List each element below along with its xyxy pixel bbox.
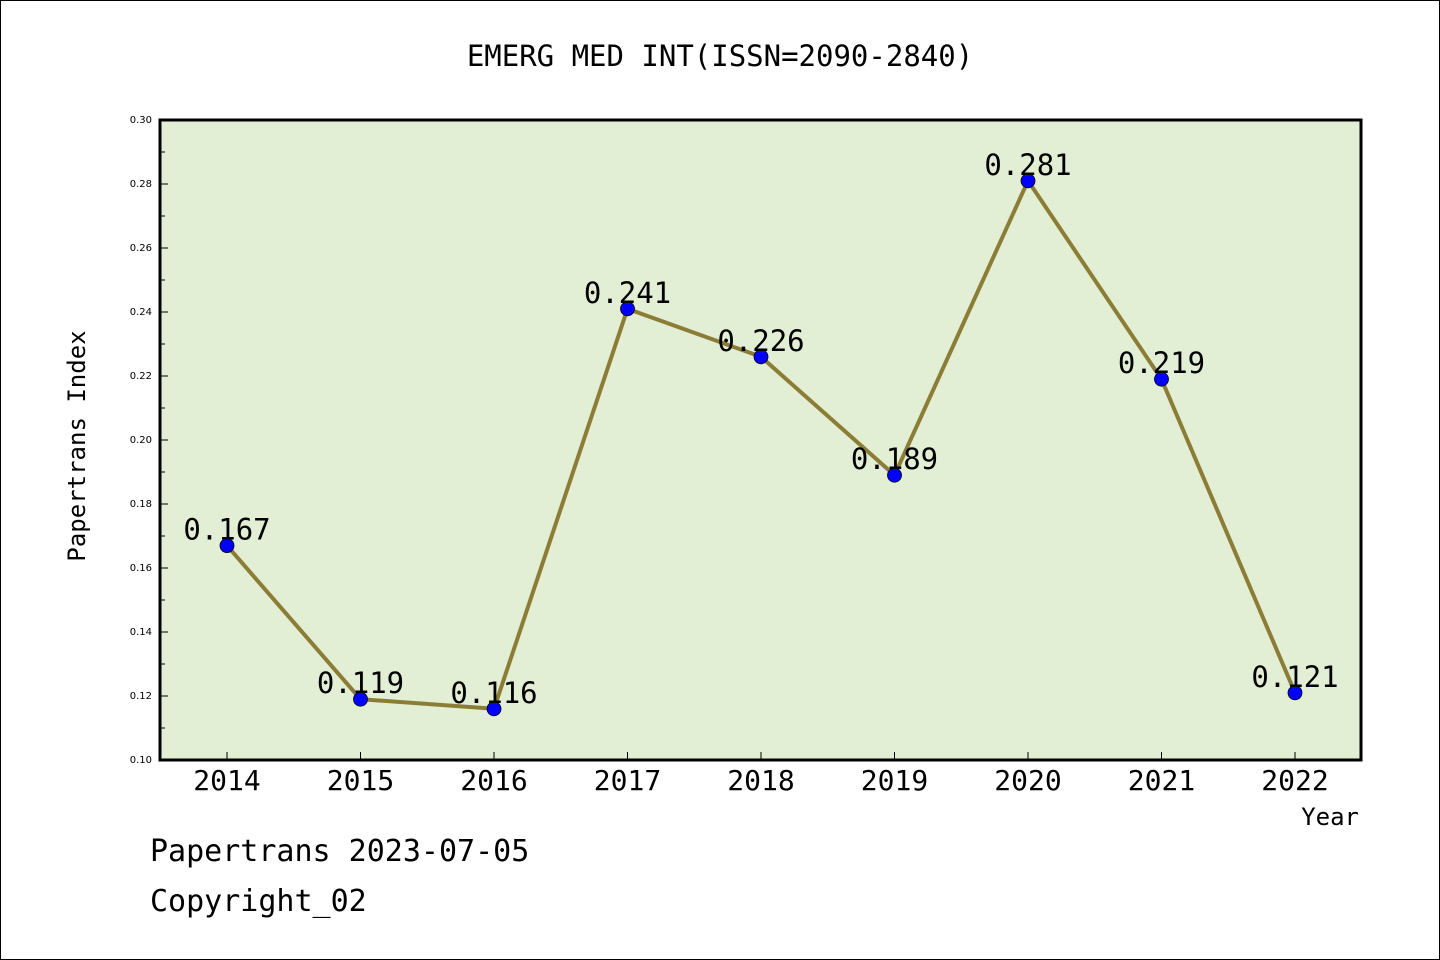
- x-tick-label: 2021: [1128, 764, 1195, 797]
- data-point: [1154, 371, 1169, 387]
- plot-area: [160, 120, 1361, 760]
- data-label: 0.121: [1251, 660, 1338, 694]
- x-axis-label: Year: [1301, 803, 1359, 831]
- y-tick-label: 0.28: [130, 179, 152, 190]
- x-tick-label: 2016: [460, 764, 527, 797]
- data-point: [887, 467, 902, 483]
- data-point: [486, 701, 502, 717]
- x-tick-label: 2017: [594, 764, 661, 797]
- data-label: 0.167: [183, 513, 270, 547]
- plot-border: [158, 118, 1363, 762]
- footer-copyright: Copyright_02: [150, 884, 367, 919]
- y-tick-label: 0.18: [130, 499, 152, 510]
- x-tick-label: 2019: [861, 764, 928, 797]
- data-label: 0.116: [450, 676, 537, 710]
- data-point: [353, 691, 368, 707]
- footer-source-date: Papertrans 2023-07-05: [150, 834, 530, 869]
- x-tick-label: 2014: [193, 764, 260, 797]
- y-tick-label: 0.30: [130, 115, 152, 126]
- data-label: 0.119: [317, 666, 404, 700]
- x-tick-label: 2015: [327, 764, 394, 797]
- x-tick-label: 2018: [727, 764, 794, 797]
- chart-title: EMERG MED INT(ISSN=2090-2840): [467, 39, 973, 73]
- y-axis-label: Papertrans Index: [63, 330, 91, 561]
- y-tick-label: 0.20: [130, 435, 152, 446]
- y-tick-label: 0.14: [130, 627, 152, 638]
- data-label: 0.281: [984, 148, 1071, 182]
- y-tick-label: 0.24: [130, 307, 152, 318]
- data-point: [1020, 173, 1036, 189]
- data-point: [620, 301, 635, 317]
- data-label: 0.226: [717, 324, 804, 358]
- x-tick-label: 2020: [994, 764, 1061, 797]
- y-tick-label: 0.16: [130, 563, 152, 574]
- data-label: 0.241: [584, 276, 671, 310]
- y-tick-label: 0.22: [130, 371, 152, 382]
- x-tick-label: 2022: [1261, 764, 1328, 797]
- data-point: [753, 349, 769, 365]
- data-label: 0.189: [851, 442, 938, 476]
- y-tick-label: 0.12: [130, 691, 152, 702]
- y-tick-label: 0.26: [130, 243, 152, 254]
- data-point: [219, 538, 235, 553]
- data-label: 0.219: [1118, 346, 1205, 380]
- data-point: [1287, 685, 1303, 701]
- y-tick-label: 0.10: [130, 755, 152, 766]
